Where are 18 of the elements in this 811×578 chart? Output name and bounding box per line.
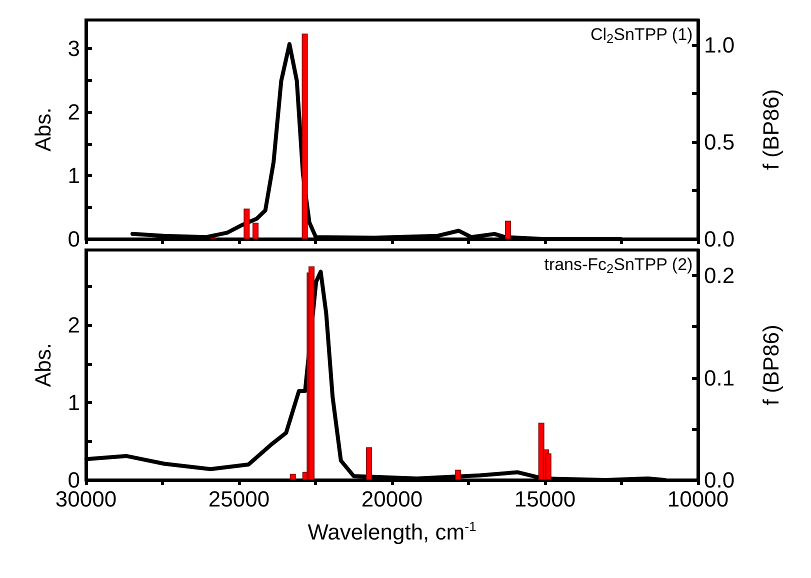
y-tick-label: 1 [68,390,80,416]
y2-tick-label: 1.0 [704,32,735,58]
x-tick-label: 20000 [361,486,423,512]
y-tick-label: 1 [68,163,80,188]
y2-axis-title: f (BP86) [758,89,784,170]
y2-tick-label: 0.0 [704,226,735,252]
y-tick-label: 0 [68,226,80,252]
y-axis-title: Abs. [30,342,56,388]
x-tick-label: 15000 [514,486,576,512]
y2-tick-label: 0.2 [704,263,735,288]
y2-tick-label: 0.5 [704,130,735,155]
y-tick-label: 2 [68,100,80,125]
y-axis-title: Abs. [30,107,56,152]
y2-axis-title: f (BP86) [758,324,784,406]
x-tick-label: 25000 [208,486,270,512]
y-tick-label: 2 [68,312,80,338]
y-tick-label: 3 [68,36,80,62]
y2-tick-label: 0.1 [704,365,735,390]
